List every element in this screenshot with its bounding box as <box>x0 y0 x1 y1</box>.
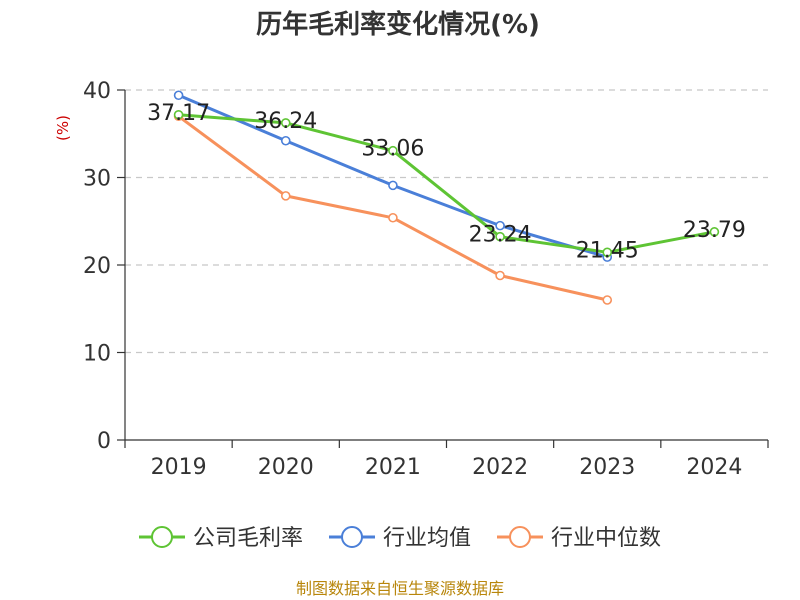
legend-marker-icon <box>509 526 531 548</box>
y-tick-label: 30 <box>83 167 111 192</box>
data-point[interactable] <box>495 220 505 231</box>
data-point[interactable] <box>495 270 505 281</box>
data-label: 23.79 <box>683 218 746 243</box>
axes: 0 10 20 30 40 2019 2020 2021 2022 2023 2024 <box>83 79 769 480</box>
x-tick-label: 2021 <box>365 455 421 480</box>
x-tick-label: 2024 <box>686 455 742 480</box>
data-point[interactable] <box>173 90 184 101</box>
data-label: 37.17 <box>147 101 210 126</box>
source-note: 制图数据来自恒生聚源数据库 <box>296 579 504 598</box>
legend-label: 行业中位数 <box>551 526 661 551</box>
data-point[interactable] <box>602 247 613 258</box>
data-point[interactable] <box>173 109 184 120</box>
y-tick-label: 10 <box>83 342 111 367</box>
legend-item[interactable]: 公司毛利率 <box>139 526 303 551</box>
y-tick-label: 40 <box>83 79 111 104</box>
data-point[interactable] <box>280 135 291 146</box>
series-lines <box>173 90 720 305</box>
legend[interactable]: 公司毛利率 行业均值 行业中位数 <box>139 526 661 551</box>
y-tick-label: 20 <box>83 254 111 279</box>
data-point[interactable] <box>280 191 291 201</box>
x-tick-label: 2019 <box>151 455 207 480</box>
grid-lines <box>125 89 768 354</box>
data-label: 36.24 <box>254 109 317 134</box>
legend-item[interactable]: 行业中位数 <box>497 526 661 551</box>
x-tick-label: 2020 <box>258 455 314 480</box>
data-label: 23.24 <box>469 223 532 248</box>
x-tick-label: 2022 <box>472 455 528 480</box>
data-point[interactable] <box>280 118 291 128</box>
data-point[interactable] <box>388 212 398 223</box>
legend-label: 行业均值 <box>383 526 471 551</box>
data-point[interactable] <box>495 231 505 242</box>
data-point[interactable] <box>602 295 613 305</box>
data-label: 21.45 <box>576 238 639 263</box>
data-label: 33.06 <box>361 137 424 162</box>
series-line <box>178 113 715 254</box>
legend-marker-icon <box>151 526 173 548</box>
legend-marker-icon <box>341 526 363 548</box>
data-point[interactable] <box>388 145 398 156</box>
data-labels: 37.17 36.24 33.06 23.24 21.45 23.79 <box>147 101 746 264</box>
x-tick-label: 2023 <box>579 455 635 480</box>
chart-title: 历年毛利率变化情况(%) <box>256 9 540 40</box>
y-tick-label: 0 <box>97 429 111 454</box>
y-axis-label: (%) <box>54 115 72 141</box>
data-point[interactable] <box>388 180 398 191</box>
legend-item[interactable]: 行业均值 <box>329 526 471 551</box>
data-point[interactable] <box>709 227 720 237</box>
legend-label: 公司毛利率 <box>193 526 303 551</box>
